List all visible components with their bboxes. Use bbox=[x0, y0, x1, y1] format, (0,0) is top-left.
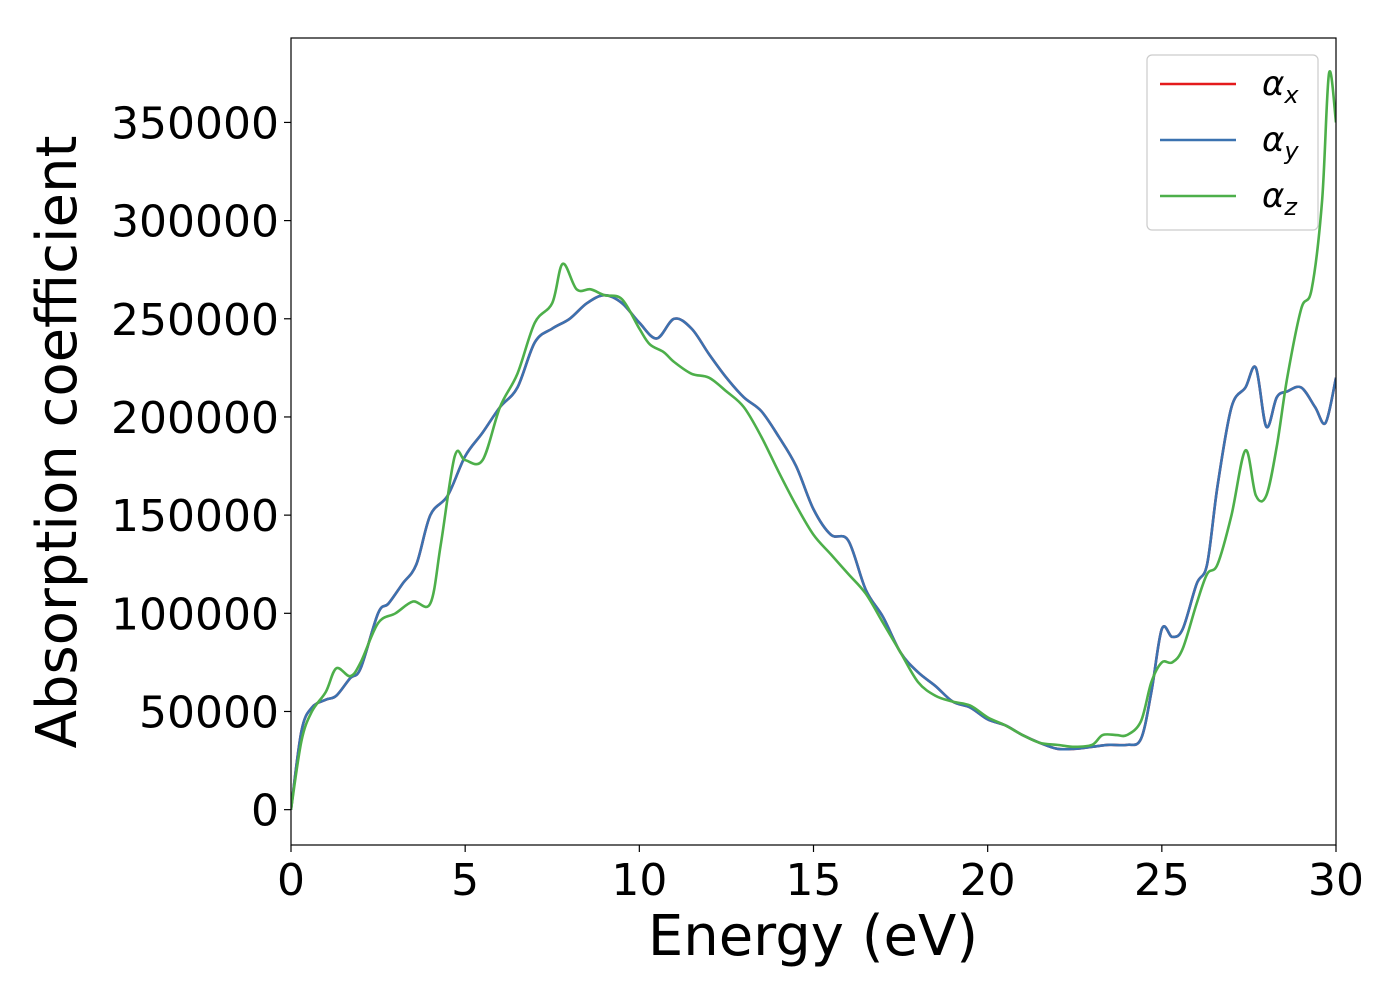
x-tick-label: 25 bbox=[1134, 855, 1190, 906]
x-axis-title: Energy (eV) bbox=[648, 904, 978, 969]
y-tick-label: 0 bbox=[251, 786, 279, 837]
series-line-z bbox=[291, 70, 1336, 810]
legend-box bbox=[1146, 54, 1319, 231]
y-tick-label: 100000 bbox=[111, 589, 279, 640]
x-tick-label: 30 bbox=[1308, 855, 1364, 906]
x-tick-label: 20 bbox=[960, 855, 1016, 906]
y-tick-label: 50000 bbox=[139, 687, 279, 738]
series-layer bbox=[291, 70, 1336, 810]
x-tick-label: 0 bbox=[277, 855, 305, 906]
y-tick-label: 300000 bbox=[111, 197, 279, 248]
y-tick-label: 150000 bbox=[111, 491, 279, 542]
y-axis-title: Absorption coefficient bbox=[25, 136, 90, 749]
series-line-y bbox=[291, 293, 1336, 810]
y-axis-ticks: 0 50000 100000 150000 200000 250000 300000 3500… bbox=[111, 98, 291, 837]
y-tick-label: 200000 bbox=[111, 393, 279, 444]
y-tick-label: 350000 bbox=[111, 98, 279, 149]
x-tick-label: 15 bbox=[786, 855, 842, 906]
x-axis-ticks: 0 5 10 15 20 25 30 bbox=[277, 845, 1364, 906]
y-tick-label: 250000 bbox=[111, 295, 279, 346]
x-tick-label: 10 bbox=[611, 855, 667, 906]
x-tick-label: 5 bbox=[451, 855, 479, 906]
